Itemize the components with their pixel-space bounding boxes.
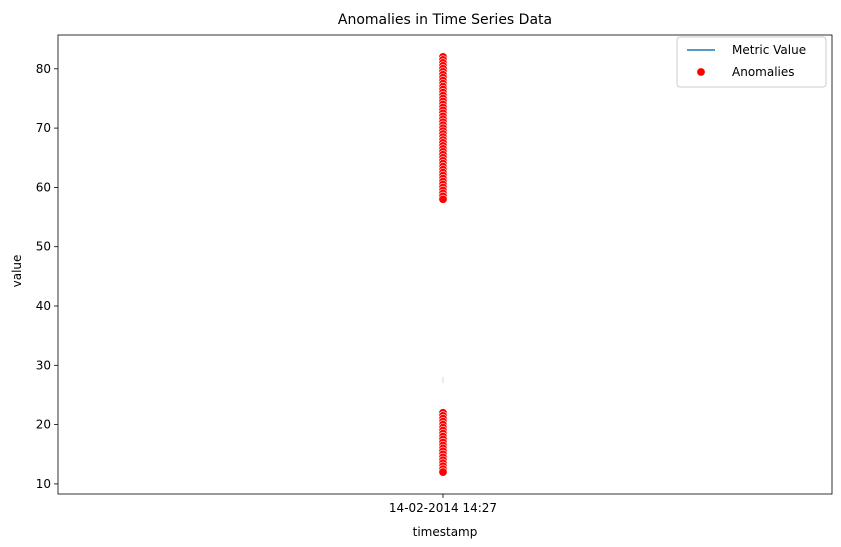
y-tick-label: 60 [36,180,51,194]
x-axis: 14-02-2014 14:27 [389,494,497,515]
plot-area [57,34,833,495]
y-tick-label: 30 [36,358,51,372]
y-tick-label: 40 [36,299,51,313]
y-axis-label: value [10,255,24,288]
chart-title: Anomalies in Time Series Data [338,12,552,28]
x-axis-label: timestamp [413,525,478,539]
y-tick-label: 70 [36,121,51,135]
y-tick-label: 80 [36,62,51,76]
y-tick-label: 10 [36,477,51,491]
y-tick-label: 20 [36,418,51,432]
y-axis: 10 20 30 40 50 60 70 80 [36,62,58,491]
legend-marker-swatch [696,67,706,77]
x-tick-label: 14-02-2014 14:27 [389,501,497,515]
y-tick-label: 50 [36,240,51,254]
plot-frame [57,34,833,495]
anomaly-point [438,194,448,204]
legend-label: Metric Value [732,43,806,57]
legend-label: Anomalies [732,65,795,79]
anomaly-point [438,467,448,477]
legend: Metric Value Anomalies [676,36,827,88]
